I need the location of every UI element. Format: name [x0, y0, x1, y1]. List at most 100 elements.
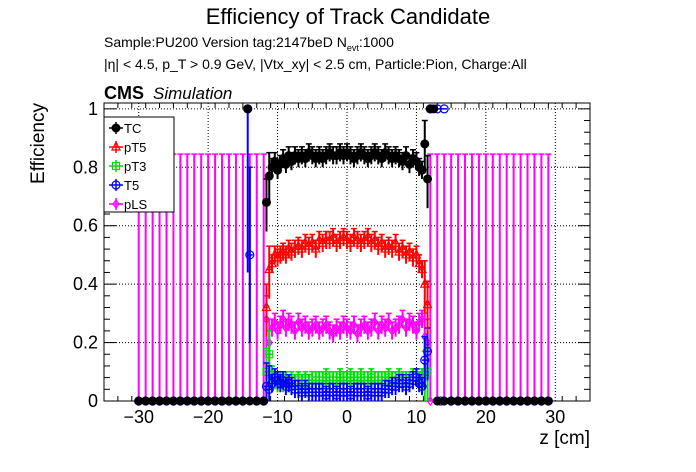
nevt-subscript: evt [346, 42, 359, 53]
data-point [407, 251, 418, 262]
chart-title: Efficiency of Track Candidate [205, 4, 491, 29]
data-point [420, 139, 430, 149]
y-axis-title: Efficiency [28, 103, 49, 184]
data-point [261, 301, 272, 312]
data-point [243, 104, 253, 114]
data-point [366, 236, 377, 247]
sample-line: Sample:PU200 Version tag:2147beD Nevt:10… [104, 34, 394, 53]
data-point [261, 381, 272, 391]
data-point [387, 242, 398, 253]
data-point [300, 236, 311, 247]
data-point [394, 245, 405, 256]
legend-label: pT5 [124, 140, 146, 155]
legend: TC pT5 pT3 T5 pLS [103, 116, 175, 213]
legend-item: pT3 [109, 159, 146, 174]
y-tick-label: 0.2 [73, 333, 98, 353]
data-point [543, 396, 553, 406]
x-tick-label: 30 [545, 407, 565, 427]
data-point [422, 298, 433, 309]
data-point [401, 248, 411, 259]
data-point [279, 314, 287, 325]
data-point [390, 236, 401, 247]
data-point [111, 123, 121, 133]
data-point [339, 320, 348, 331]
simulation-text: Simulation [153, 84, 233, 103]
data-point [405, 317, 414, 328]
data-point [397, 242, 408, 253]
y-tick-label: 0.8 [73, 157, 98, 177]
data-point [328, 231, 339, 241]
cuts-line: |η| < 4.5, p_T > 0.9 GeV, |Vtx_xy| < 2.5… [104, 56, 527, 72]
x-tick-label: −20 [193, 407, 224, 427]
data-point [259, 396, 269, 406]
data-point [329, 328, 337, 339]
data-point [384, 317, 393, 328]
data-point [324, 233, 335, 244]
y-tick-label: 0.6 [73, 216, 98, 236]
series-tc [134, 104, 553, 406]
cms-text: CMS [104, 83, 144, 103]
data-point [352, 233, 363, 244]
data-point [284, 378, 294, 389]
series-t5 [134, 104, 553, 406]
data-point [293, 239, 304, 250]
legend-item: pT5 [109, 140, 146, 155]
data-point [338, 231, 349, 241]
data-point [312, 320, 320, 331]
data-point [294, 317, 303, 328]
data-point [303, 239, 314, 250]
data-point [369, 233, 380, 244]
data-point [429, 104, 439, 114]
data-point [342, 233, 352, 244]
data-point [402, 322, 410, 333]
data-point [395, 320, 403, 331]
cms-label: CMS Simulation [104, 83, 232, 104]
data-point [376, 236, 387, 247]
data-point [353, 328, 362, 339]
data-point [380, 242, 391, 253]
data-point [270, 373, 280, 383]
data-point [362, 231, 373, 241]
data-point [289, 242, 300, 253]
data-point [111, 180, 121, 190]
legend-label: pLS [124, 197, 147, 212]
data-point [332, 322, 341, 333]
data-point [278, 375, 288, 386]
y-tick-label: 0.4 [73, 274, 98, 294]
x-tick-label: −10 [262, 407, 293, 427]
data-point [423, 174, 433, 184]
legend-item: TC [109, 121, 141, 136]
data-point [314, 233, 325, 244]
data-point [439, 104, 449, 114]
data-point [355, 236, 366, 247]
series-pls [134, 153, 553, 406]
data-point [265, 350, 274, 359]
data-point [317, 236, 328, 247]
data-point [409, 320, 417, 331]
data-point [373, 239, 384, 250]
data-point [411, 248, 422, 259]
legend-label: TC [124, 121, 141, 136]
data-point [245, 250, 255, 260]
legend-item: pLS [109, 197, 147, 212]
x-tick-label: 20 [476, 407, 496, 427]
data-point [325, 325, 334, 336]
data-point [310, 242, 321, 253]
y-tick-label: 1 [88, 99, 98, 119]
data-point [350, 320, 358, 331]
data-point [111, 161, 121, 171]
x-tick-label: 10 [406, 407, 426, 427]
data-point [336, 325, 344, 336]
data-point [417, 381, 427, 391]
data-point [111, 140, 121, 151]
data-point [420, 355, 430, 365]
x-axis-title: z [cm] [539, 428, 590, 449]
data-point [296, 242, 307, 253]
data-point [345, 236, 356, 247]
data-point [331, 236, 342, 247]
data-point [343, 322, 351, 333]
data-point [404, 245, 415, 256]
data-point [271, 317, 279, 328]
data-point [374, 325, 382, 336]
legend-label: pT3 [124, 159, 146, 174]
